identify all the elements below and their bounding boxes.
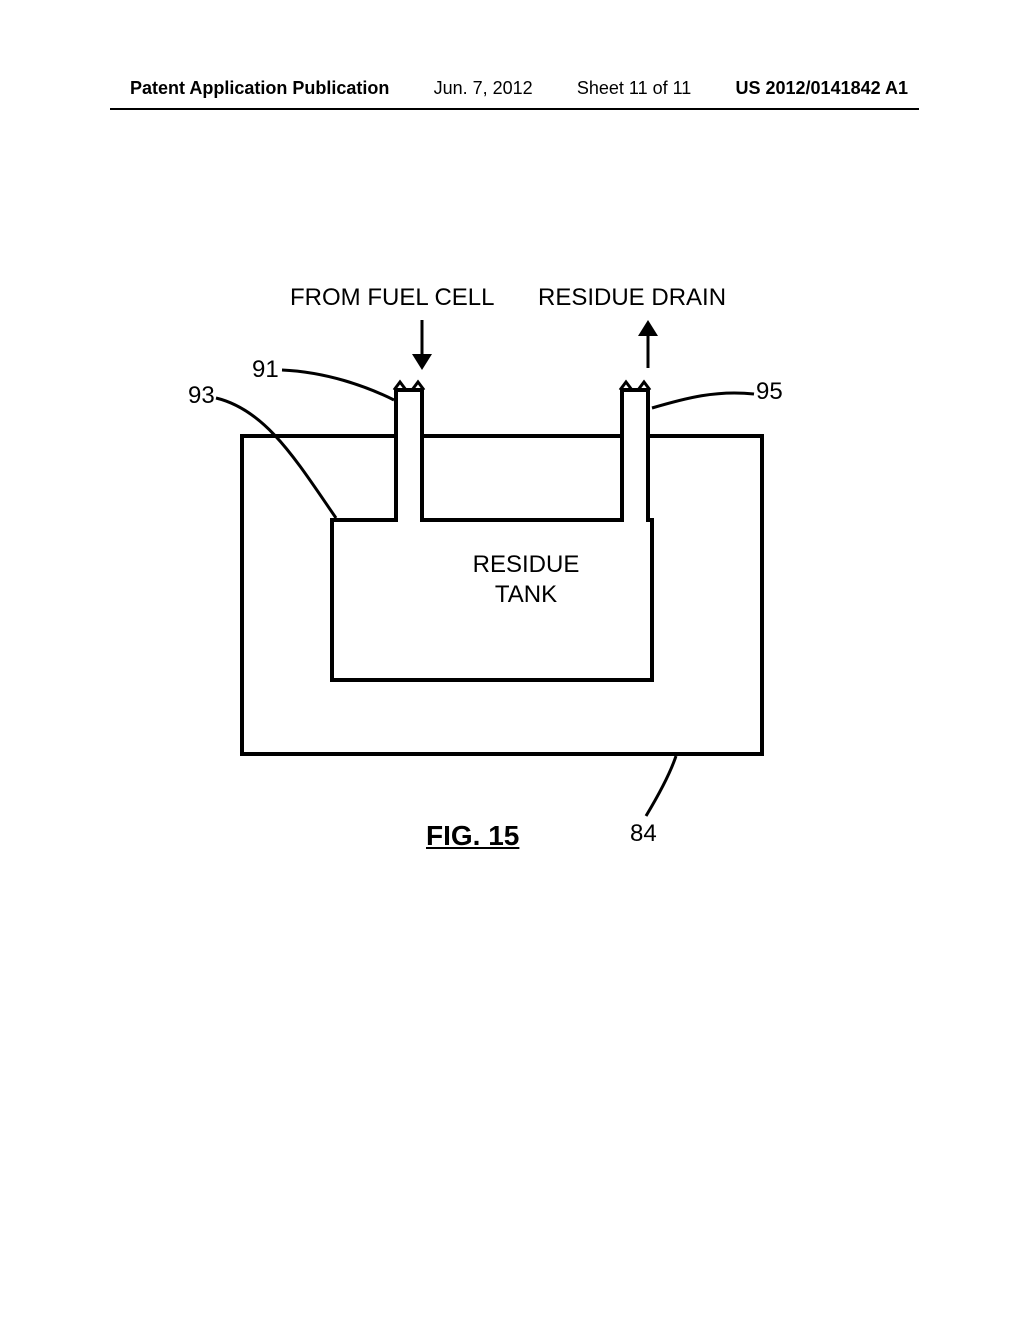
ref-84: 84	[630, 820, 657, 848]
ref-93: 93	[188, 382, 215, 410]
residue-tank-label: RESIDUE TANK	[416, 550, 636, 610]
header-rule	[110, 108, 919, 110]
residue-tank-line2: TANK	[495, 581, 557, 608]
residue-tank-line1: RESIDUE	[473, 551, 580, 578]
header-publication: Patent Application Publication	[130, 78, 389, 99]
figure-15: FROM FUEL CELL RESIDUE DRAIN	[196, 290, 816, 910]
header-sheet: Sheet 11 of 11	[577, 78, 691, 99]
header-docnum: US 2012/0141842 A1	[736, 78, 908, 99]
ref-95: 95	[756, 378, 783, 406]
header-date: Jun. 7, 2012	[434, 78, 533, 99]
ref-91: 91	[252, 356, 279, 384]
figure-caption: FIG. 15	[426, 820, 519, 852]
page-header: Patent Application Publication Jun. 7, 2…	[0, 78, 1024, 99]
